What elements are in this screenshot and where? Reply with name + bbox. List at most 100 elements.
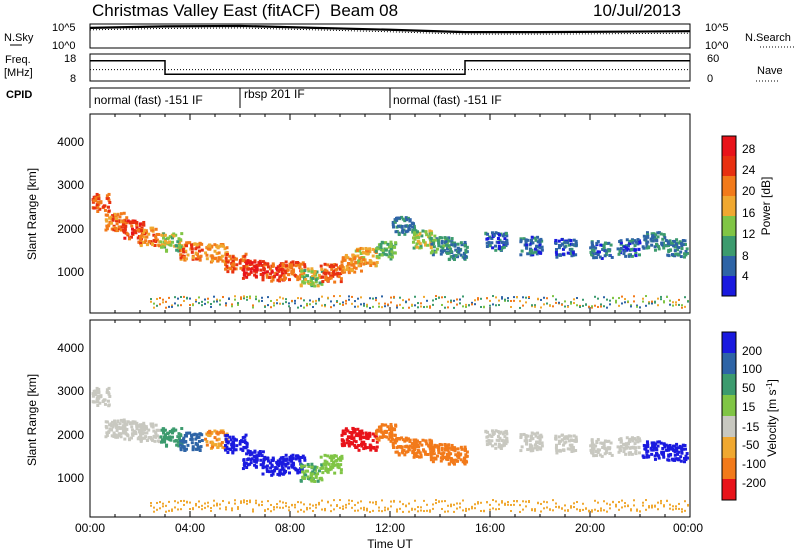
echo-cell bbox=[449, 247, 453, 251]
ground-scatter-cell bbox=[654, 505, 656, 508]
echo-cell bbox=[666, 446, 670, 450]
echo-cell bbox=[384, 241, 388, 245]
ground-scatter-cell bbox=[615, 505, 617, 508]
ground-scatter-cell bbox=[315, 299, 317, 302]
echo-cell bbox=[189, 437, 193, 441]
echo-cell bbox=[254, 464, 258, 468]
ground-scatter-cell bbox=[348, 295, 350, 298]
echo-cell bbox=[99, 201, 103, 205]
ground-scatter-cell bbox=[243, 295, 245, 298]
echo-cell bbox=[350, 261, 354, 265]
echo-cell bbox=[605, 439, 609, 443]
echo-cell bbox=[502, 245, 506, 249]
echo-cell bbox=[596, 448, 600, 452]
ground-scatter-cell bbox=[270, 510, 272, 513]
ground-scatter-cell bbox=[477, 502, 479, 505]
echo-cell bbox=[439, 245, 443, 249]
echo-cell bbox=[531, 241, 535, 245]
echo-cell bbox=[634, 438, 638, 442]
echo-cell bbox=[385, 253, 389, 257]
echo-cell bbox=[94, 393, 98, 397]
echo-cell bbox=[325, 269, 329, 273]
ground-scatter-cell bbox=[384, 509, 386, 512]
ground-scatter-cell bbox=[471, 301, 473, 304]
echo-cell bbox=[368, 431, 372, 435]
ground-scatter-cell bbox=[675, 505, 677, 508]
echo-cell bbox=[328, 468, 332, 472]
ground-scatter-cell bbox=[555, 505, 557, 508]
echo-cell bbox=[217, 437, 221, 441]
echo-cell bbox=[299, 478, 303, 482]
echo-cell bbox=[390, 437, 394, 441]
echo-cell bbox=[115, 222, 119, 226]
ground-scatter-cell bbox=[264, 509, 266, 512]
power-cbar-tick-28: 28 bbox=[742, 142, 756, 156]
ground-scatter-cell bbox=[258, 299, 260, 302]
ground-scatter-cell bbox=[441, 296, 443, 299]
echo-cell bbox=[534, 238, 538, 242]
echo-cell bbox=[439, 252, 443, 256]
ground-scatter-cell bbox=[312, 300, 314, 303]
echo-cell bbox=[188, 431, 192, 435]
echo-cell bbox=[438, 442, 442, 446]
ground-scatter-cell bbox=[297, 306, 299, 309]
colorbar-swatch bbox=[722, 353, 736, 375]
ground-scatter-cell bbox=[150, 502, 152, 505]
echo-cell bbox=[270, 270, 274, 274]
echo-cell bbox=[680, 446, 684, 450]
echo-cell bbox=[633, 437, 637, 441]
echo-cell bbox=[377, 438, 381, 442]
ground-scatter-cell bbox=[198, 506, 200, 509]
echo-cell bbox=[125, 433, 129, 437]
echo-cell bbox=[343, 431, 347, 435]
echo-cell bbox=[505, 438, 509, 442]
echo-cell bbox=[172, 429, 176, 433]
echo-cell bbox=[344, 427, 348, 431]
echo-cell bbox=[154, 235, 158, 239]
ground-scatter-cell bbox=[561, 507, 563, 510]
echo-cell bbox=[117, 432, 121, 436]
echo-cell bbox=[149, 226, 153, 230]
echo-cell bbox=[536, 240, 540, 244]
ground-scatter-cell bbox=[666, 499, 668, 502]
echo-cell bbox=[126, 420, 130, 424]
echo-cell bbox=[566, 436, 570, 440]
echo-cell bbox=[323, 453, 327, 457]
echo-cell bbox=[341, 270, 345, 274]
echo-cell bbox=[424, 230, 428, 234]
echo-cell bbox=[676, 241, 680, 245]
echo-cell bbox=[210, 245, 214, 249]
echo-cell bbox=[248, 453, 252, 457]
ground-scatter-cell bbox=[345, 503, 347, 506]
echo-cell bbox=[239, 266, 243, 270]
echo-cell bbox=[190, 437, 194, 441]
echo-cell bbox=[332, 265, 336, 269]
ground-scatter-cell bbox=[279, 302, 281, 305]
ground-scatter-cell bbox=[486, 501, 488, 504]
echo-cell bbox=[129, 421, 133, 425]
echo-cell bbox=[359, 269, 363, 273]
echo-cell bbox=[253, 273, 257, 277]
ground-scatter-cell bbox=[309, 303, 311, 306]
ground-scatter-cell bbox=[189, 507, 191, 510]
echo-cell bbox=[451, 446, 455, 450]
echo-cell bbox=[451, 241, 455, 245]
echo-cell bbox=[324, 468, 328, 472]
echo-cell bbox=[354, 445, 358, 449]
echo-cell bbox=[340, 433, 344, 437]
ground-scatter-cell bbox=[612, 500, 614, 503]
echo-cell bbox=[284, 260, 288, 264]
echo-cell bbox=[340, 456, 344, 460]
ground-scatter-cell bbox=[270, 306, 272, 309]
echo-cell bbox=[592, 447, 596, 451]
ground-scatter-cell bbox=[447, 306, 449, 309]
ground-scatter-cell bbox=[447, 300, 449, 303]
ground-scatter-cell bbox=[672, 508, 674, 511]
power-panel: Slant Range [km] 1000 2000 3000 4000 Pow… bbox=[25, 113, 773, 314]
echo-cell bbox=[130, 224, 134, 228]
echo-cell bbox=[290, 263, 294, 267]
echo-cell bbox=[554, 250, 558, 254]
echo-cell bbox=[502, 243, 506, 247]
ground-scatter-cell bbox=[573, 502, 575, 505]
velocity-ylabel: Slant Range [km] bbox=[25, 374, 39, 466]
